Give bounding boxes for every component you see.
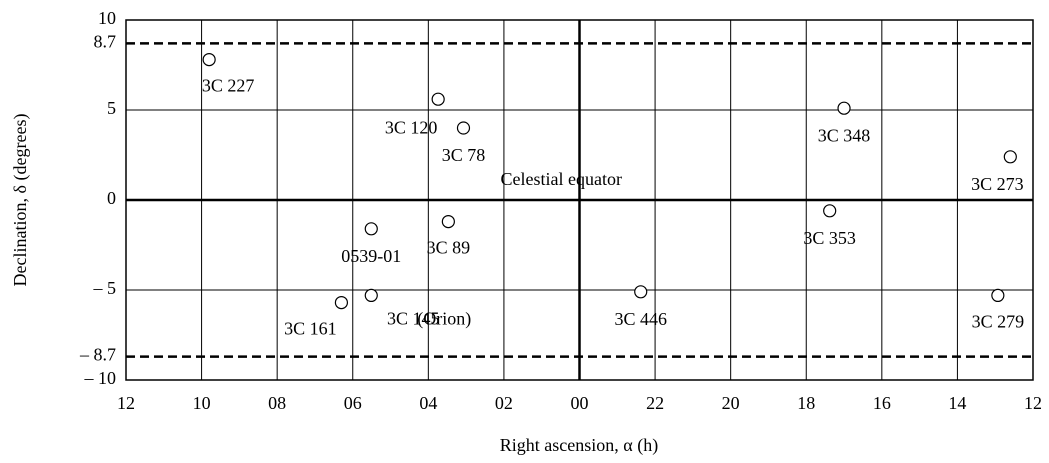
x-tick-label: 04 [419, 393, 437, 413]
source-label: 0539-01 [341, 246, 401, 266]
y-tick-label: – 8.7 [79, 345, 116, 365]
x-tick-label: 12 [1024, 393, 1042, 413]
source-point [456, 121, 471, 135]
plot-frame [125, 19, 1034, 381]
x-tick-label: 00 [571, 393, 589, 413]
y-tick-label: 0 [107, 188, 116, 208]
source-point [364, 288, 378, 302]
x-tick-label: 20 [722, 393, 740, 413]
source-label: 3C 279 [972, 312, 1025, 332]
source-label: 3C 145 [387, 309, 440, 329]
y-tick-label: – 5 [93, 278, 117, 298]
x-tick-label: 06 [344, 393, 362, 413]
y-tick-label: 8.7 [94, 32, 117, 52]
source-label: 3C 120 [385, 117, 438, 137]
annotation: Celestial equator [501, 169, 622, 189]
y-tick-label: 5 [107, 98, 116, 118]
x-tick-label: 18 [797, 393, 815, 413]
source-point [431, 92, 445, 106]
x-tick-label: 08 [268, 393, 286, 413]
source-point [991, 288, 1005, 302]
x-tick-label: 02 [495, 393, 513, 413]
x-tick-label: 14 [948, 393, 966, 413]
source-point [441, 215, 455, 229]
annotation: (Orion) [417, 309, 471, 330]
source-label: 3C 89 [427, 238, 471, 258]
y-axis-title: Declination, δ (degrees) [10, 114, 31, 287]
source-label: 3C 227 [202, 76, 255, 96]
source-point [837, 101, 851, 115]
source-point [202, 52, 216, 67]
source-label: 3C 446 [614, 309, 667, 329]
source-label: 3C 353 [803, 228, 856, 248]
source-label: 3C 161 [284, 319, 337, 339]
source-label: 3C 78 [442, 145, 486, 165]
x-tick-label: 12 [117, 393, 135, 413]
x-tick-label: 10 [193, 393, 211, 413]
source-point [634, 285, 648, 299]
source-point [1003, 150, 1017, 164]
source-point [823, 204, 837, 218]
source-label: 3C 273 [971, 174, 1024, 194]
source-point [334, 296, 349, 310]
x-tick-label: 16 [873, 393, 891, 413]
source-label: 3C 348 [818, 125, 871, 145]
source-point [364, 222, 378, 236]
y-tick-label: 10 [98, 8, 116, 28]
x-tick-label: 22 [646, 393, 664, 413]
x-axis-title: Right ascension, α (h) [500, 435, 658, 456]
y-tick-label: – 10 [84, 368, 117, 388]
